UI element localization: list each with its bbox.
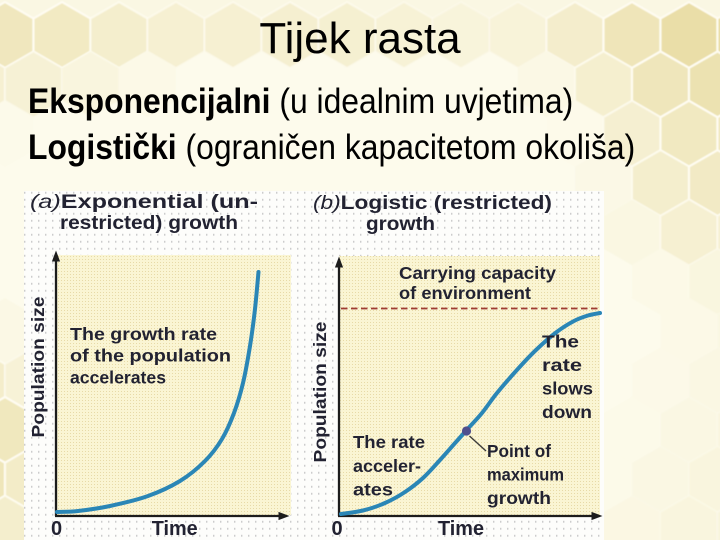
svg-text:Carrying capacity: Carrying capacity	[399, 263, 556, 283]
svg-text:(a)Exponential (un-: (a) Exponential (un-	[30, 191, 258, 213]
svg-text:growth: growth	[487, 488, 551, 508]
svg-text:The: The	[542, 332, 579, 352]
svg-text:growth: growth	[366, 213, 435, 235]
svg-text:The rate: The rate	[353, 432, 425, 452]
svg-text:Time: Time	[438, 518, 484, 540]
svg-text:acceler-: acceler-	[353, 456, 421, 476]
svg-text:ates: ates	[353, 480, 393, 500]
svg-text:Time: Time	[152, 518, 198, 540]
svg-text:of environment: of environment	[399, 283, 531, 303]
svg-text:restricted) growth: restricted) growth	[60, 212, 238, 234]
svg-text:The growth rate: The growth rate	[70, 324, 217, 344]
svg-text:(b)Logistic (restricted): (b) Logistic (restricted)	[313, 192, 552, 214]
svg-text:accelerates: accelerates	[70, 368, 166, 388]
svg-text:Point of: Point of	[487, 441, 551, 461]
svg-text:0: 0	[331, 518, 342, 540]
svg-text:of the population: of the population	[70, 346, 231, 366]
svg-text:rate: rate	[542, 355, 582, 375]
svg-text:maximum: maximum	[487, 465, 564, 485]
svg-text:Population size: Population size	[28, 296, 48, 437]
svg-text:slows: slows	[542, 379, 593, 399]
svg-text:0: 0	[51, 518, 62, 540]
svg-text:Population size: Population size	[310, 321, 330, 462]
svg-text:down: down	[542, 402, 592, 422]
